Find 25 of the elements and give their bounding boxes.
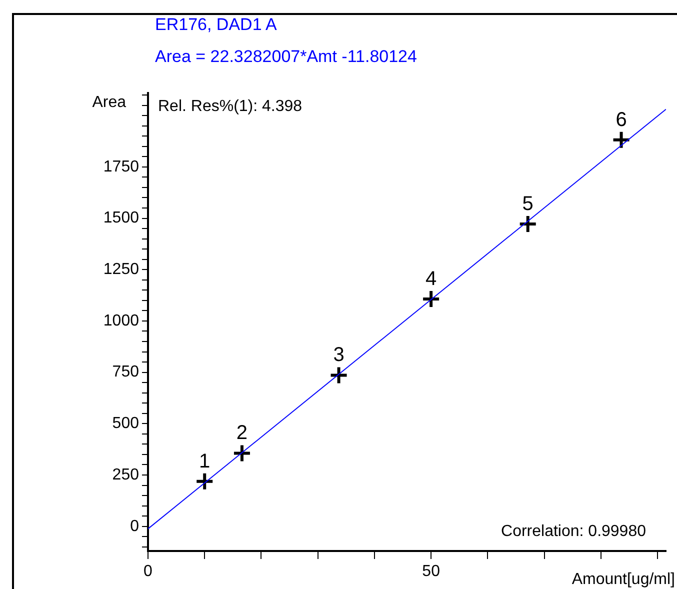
x-tick-label: 50 — [422, 563, 440, 580]
x-axis-title: Amount[ug/ml] — [572, 571, 675, 588]
point — [612, 130, 631, 150]
annotation: 4 — [426, 268, 437, 290]
annotation: 6 — [616, 108, 627, 131]
point — [518, 214, 538, 234]
annotation: 1 — [199, 450, 210, 472]
annotation: Correlation: 0.99980 — [501, 523, 646, 540]
y-tick-label: 1750 — [103, 158, 140, 176]
y-tick-label: 1500 — [103, 210, 140, 227]
annotation: 2 — [236, 422, 248, 444]
annotation: Rel. Res%(1): 4.398 — [158, 98, 302, 115]
point — [422, 290, 441, 308]
annotation: 3 — [333, 344, 344, 366]
y-tick-label: 750 — [112, 364, 140, 381]
y-tick-label: 1000 — [103, 312, 140, 330]
y-tick-label: 500 — [112, 415, 140, 432]
annotation: 5 — [522, 193, 534, 216]
y-axis-title: Area — [92, 94, 126, 111]
y-tick-label: 250 — [112, 466, 140, 484]
point — [329, 366, 348, 385]
y-tick-label: 0 — [130, 518, 140, 535]
y-tick-label: 1250 — [103, 261, 140, 278]
chart-title: ER176, DAD1 A — [155, 15, 278, 34]
chart-subtitle: Area = 22.3282007*Amt -11.80124 — [155, 47, 417, 66]
